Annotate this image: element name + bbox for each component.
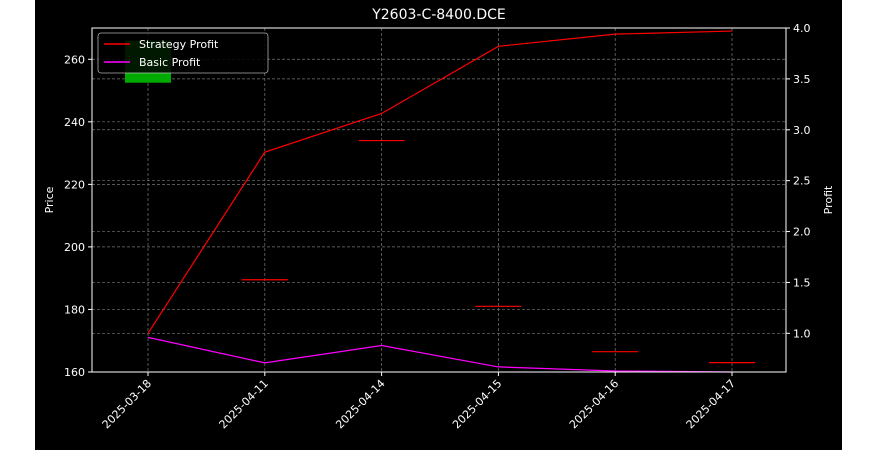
profit-lines (147, 30, 733, 373)
basic-profit-line (147, 336, 733, 373)
legend-label: Basic Profit (139, 56, 201, 69)
x-tick-label: 2025-03-18 (100, 377, 154, 431)
grid (92, 27, 786, 373)
y-tick-label-right: 4.0 (793, 22, 811, 35)
y-tick-label-left: 200 (64, 241, 85, 254)
y-tick-label-right: 1.0 (793, 327, 811, 340)
legend: Strategy Profit Basic Profit (97, 32, 269, 74)
y-tick-label-right: 2.5 (793, 175, 811, 188)
chart-figure: 2025-03-18 2025-04-11 2025-04-14 2025-04-15… (35, 0, 842, 450)
y-tick-label-right: 1.5 (793, 276, 811, 289)
y-tick-label-left: 240 (64, 116, 85, 129)
y-tick-label-left: 220 (64, 178, 85, 191)
legend-label: Strategy Profit (139, 38, 219, 51)
y-tick-label-right: 2.0 (793, 226, 811, 239)
x-tick-label: 2025-04-15 (450, 377, 504, 431)
y-tick-label-left: 180 (64, 303, 85, 316)
y-axis-label-left: Price (43, 186, 56, 213)
y-tick-label-left: 260 (64, 53, 85, 66)
axes: 2025-03-18 2025-04-11 2025-04-14 2025-04-15… (64, 22, 811, 431)
y-tick-label-right: 3.5 (793, 73, 811, 86)
x-tick-label: 2025-04-16 (567, 377, 621, 431)
x-tick-label: 2025-04-14 (333, 377, 387, 431)
x-tick-label: 2025-04-17 (684, 377, 738, 431)
plot-frame (91, 27, 787, 373)
strategy-profit-line (147, 30, 733, 334)
y-tick-label-right: 3.0 (793, 124, 811, 137)
candles (125, 40, 755, 364)
y-axis-label-right: Profit (822, 185, 835, 214)
x-tick-label: 2025-04-11 (217, 377, 271, 431)
y-tick-label-left: 160 (64, 366, 85, 379)
legend-box (97, 32, 269, 74)
chart-title: Y2603-C-8400.DCE (371, 7, 506, 23)
chart-svg: 2025-03-18 2025-04-11 2025-04-14 2025-04-15… (43, 7, 835, 431)
